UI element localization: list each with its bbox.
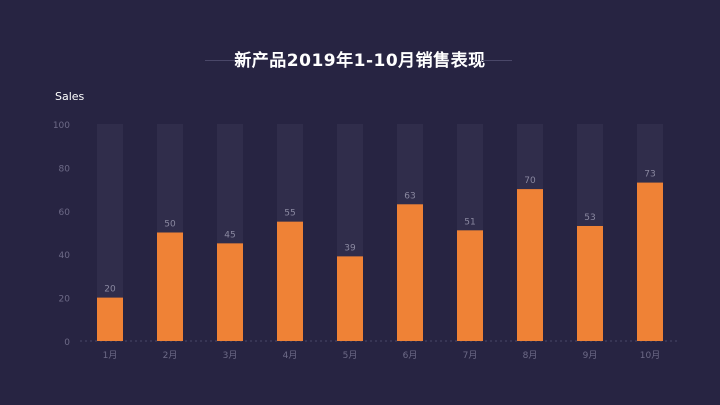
bar [637, 182, 663, 341]
x-tick-label: 3月 [223, 350, 238, 361]
data-label: 50 [164, 220, 176, 230]
data-label: 45 [224, 230, 235, 240]
bar [277, 221, 303, 341]
y-tick-label: 40 [59, 251, 71, 261]
chart-title-area: 新产品2019年1-10月销售表现 [0, 46, 720, 76]
x-tick-label: 1月 [103, 350, 118, 361]
data-label: 55 [284, 209, 295, 219]
bar [97, 297, 123, 341]
y-tick-label: 60 [59, 208, 71, 218]
chart-title: 新产品2019年1-10月销售表现 [234, 51, 486, 71]
title-decoration-right [482, 60, 512, 61]
bar [337, 256, 363, 341]
bar [217, 243, 243, 341]
data-label: 73 [644, 170, 655, 180]
x-tick-label: 4月 [283, 350, 298, 361]
bar [577, 225, 603, 341]
x-tick-label: 10月 [640, 350, 660, 361]
bar [457, 230, 483, 341]
y-tick-label: 0 [64, 338, 70, 348]
data-label: 20 [104, 285, 116, 295]
x-tick-label: 2月 [163, 350, 178, 361]
x-tick-label: 5月 [343, 350, 358, 361]
y-tick-label: 100 [53, 121, 70, 131]
y-axis-label: Sales [55, 90, 85, 103]
data-label: 70 [524, 176, 536, 186]
data-label: 53 [584, 213, 595, 223]
x-tick-label: 9月 [583, 350, 598, 361]
x-tick-label: 6月 [403, 350, 418, 361]
y-tick-label: 20 [59, 295, 71, 305]
x-tick-label: 7月 [463, 350, 478, 361]
data-label: 63 [404, 191, 415, 201]
data-label: 51 [464, 217, 475, 227]
bar [397, 204, 423, 341]
bar [157, 232, 183, 341]
data-label: 39 [344, 243, 356, 253]
x-tick-label: 8月 [523, 350, 538, 361]
bar [517, 189, 543, 341]
y-tick-label: 80 [59, 164, 71, 174]
title-decoration-left [205, 60, 235, 61]
